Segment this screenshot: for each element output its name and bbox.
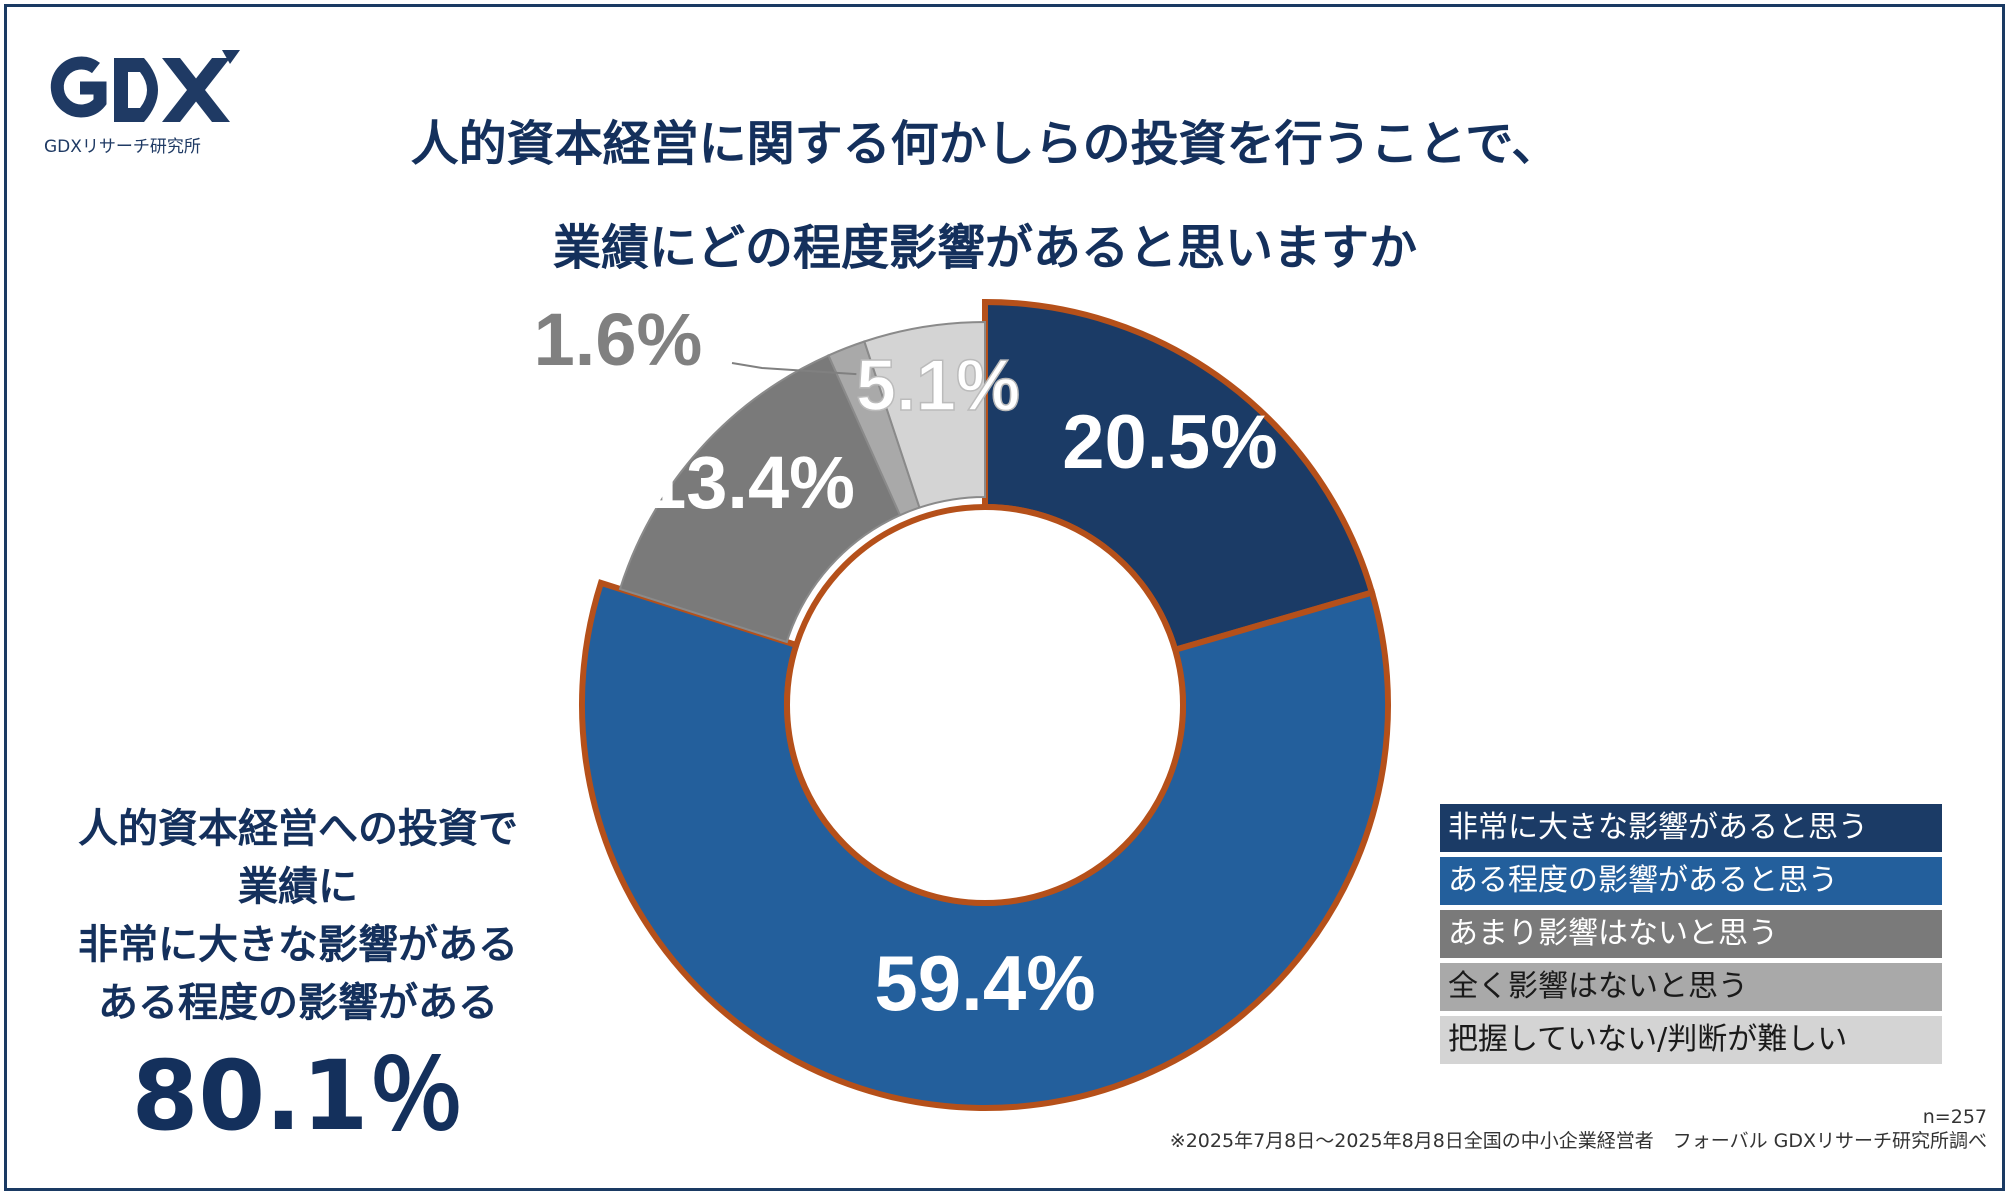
data-label-4: 1.6%	[534, 298, 703, 381]
gdx-logo: GDXリサーチ研究所	[44, 50, 244, 160]
title-line-1: 人的資本経営に関する何かしらの投資を行うことで、	[410, 116, 1560, 172]
summary-callout: 人的資本経営への投資で 業績に 非常に大きな影響がある ある程度の影響がある 8…	[18, 800, 578, 1156]
donut-hole	[784, 504, 1186, 906]
data-label-2: 59.4%	[874, 939, 1095, 1027]
legend-item-4: 全く影響はないと思う	[1440, 963, 1942, 1011]
source-note: ※2025年7月8日～2025年8月8日全国の中小企業経営者 フォーバル GDX…	[1169, 1130, 1987, 1152]
legend-item-3: あまり影響はないと思う	[1440, 910, 1942, 958]
sample-size: n=257	[1922, 1106, 1987, 1128]
gdx-logo-mark	[50, 50, 240, 122]
title-line-2: 業績にどの程度影響があると思いますか	[552, 220, 1417, 276]
legend-item-5: 把握していない/判断が難しい	[1440, 1016, 1942, 1064]
summary-line-3: 非常に大きな影響がある	[78, 922, 518, 968]
footer-note: n=257 ※2025年7月8日～2025年8月8日全国の中小企業経営者 フォー…	[1170, 1105, 1987, 1153]
logo-subtitle: GDXリサーチ研究所	[44, 137, 201, 157]
legend-item-2: ある程度の影響があると思う	[1440, 857, 1942, 905]
leader-line	[731, 362, 857, 376]
chart-legend: 非常に大きな影響があると思う ある程度の影響があると思う あまり影響はないと思う…	[1440, 804, 1942, 1069]
summary-line-4: ある程度の影響がある	[98, 980, 498, 1026]
summary-line-1: 人的資本経営への投資で	[78, 806, 518, 852]
donut-slice-3	[618, 354, 902, 644]
data-label-5: 5.1%	[856, 346, 1020, 426]
donut-slice-5	[863, 320, 986, 509]
chart-title: 人的資本経営に関する何かしらの投資を行うことで、 業績にどの程度影響があると思い…	[230, 92, 1740, 300]
data-label-1: 20.5%	[1062, 400, 1278, 485]
data-label-3: 13.4%	[645, 441, 855, 524]
summary-line-2: 業績に	[238, 864, 358, 910]
legend-item-1: 非常に大きな影響があると思う	[1440, 804, 1942, 852]
summary-total: 80.1％	[131, 1040, 465, 1152]
